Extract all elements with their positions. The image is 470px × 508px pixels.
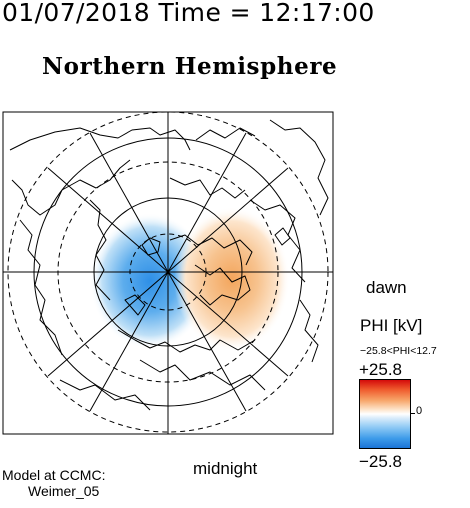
midnight-label: midnight: [193, 459, 258, 478]
dawn-label: dawn: [366, 278, 407, 297]
negative-potential-cell: [90, 213, 210, 349]
colorbar-gradient: [359, 379, 411, 449]
hemisphere-title: Northern Hemisphere: [42, 53, 338, 80]
model-credit: Model at CCMC: Weimer_05: [2, 467, 105, 499]
credit-line-2: Weimer_05: [28, 483, 100, 499]
colorbar-min-label: −25.8: [359, 452, 403, 471]
meridian-lines: [3, 112, 333, 434]
credit-line-1: Model at CCMC:: [2, 467, 106, 483]
coastlines: [9, 119, 329, 411]
colorbar-title: PHI [kV]: [360, 316, 423, 335]
positive-potential-cell: [174, 207, 290, 351]
colorbar-mid-label: 0: [416, 405, 423, 417]
colorbar-zero-tick: [411, 413, 415, 414]
colorbar-max-label: +25.8: [359, 360, 403, 379]
timestamp-title: 01/07/2018 Time = 12:17:00: [2, 0, 375, 27]
colorbar-range-text: −25.8<PHI<12.7: [360, 345, 437, 357]
